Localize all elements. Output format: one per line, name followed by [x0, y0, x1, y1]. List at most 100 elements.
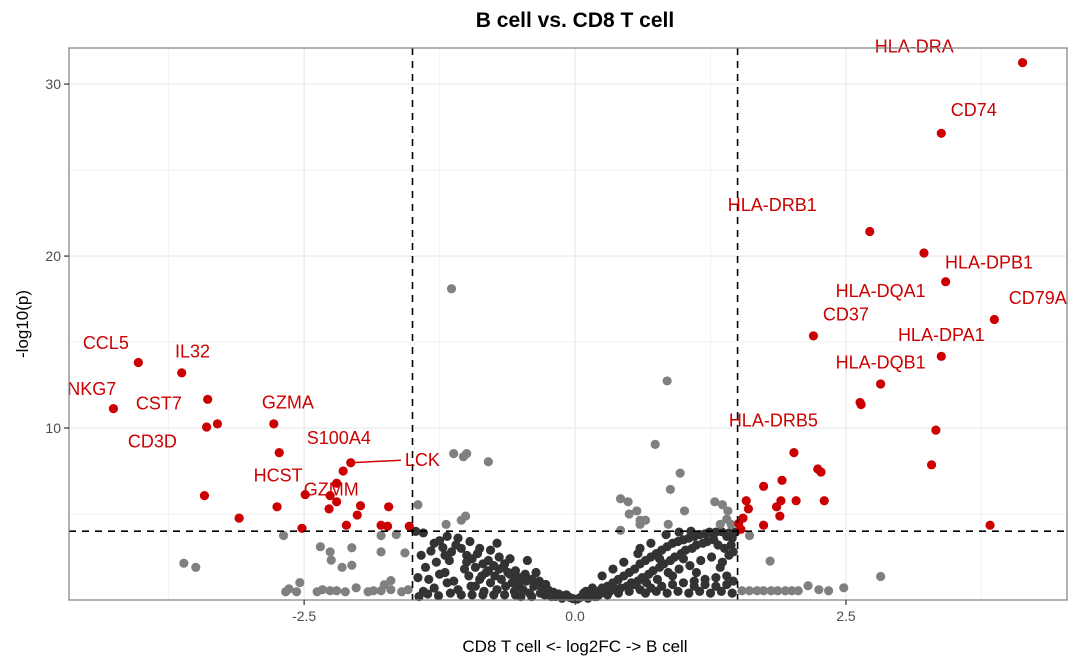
data-point-hla-drb5 [855, 397, 865, 408]
data-point-s100a4 [274, 448, 284, 458]
data-point-ns [440, 550, 450, 560]
data-point-p-only [449, 449, 459, 459]
gene-label-lck: LCK [405, 450, 440, 470]
panel-border [68, 47, 1068, 601]
data-point-ns [431, 557, 441, 567]
data-point-ns [470, 581, 480, 591]
data-point-ns [654, 554, 665, 564]
gene-label-hla-drb5: HLA-DRB5 [729, 410, 818, 430]
data-point-p-only [623, 497, 633, 507]
data-point-hla-dqb1 [876, 379, 886, 389]
data-point-p-only [460, 511, 471, 521]
data-point-p-only [726, 519, 736, 529]
data-point-ns [462, 557, 472, 567]
data-point-p-only [368, 586, 379, 596]
data-point-ns [686, 526, 696, 536]
data-point-p-only [325, 547, 335, 557]
data-point-p-only [662, 376, 672, 386]
data-point-ns [485, 578, 496, 588]
data-point-ns [678, 578, 689, 588]
gene-label-hla-dqb1: HLA-DQB1 [836, 353, 926, 373]
gene-label-cd3d: CD3D [128, 432, 177, 452]
data-point-p-only [340, 587, 350, 597]
data-point-ns [541, 579, 551, 590]
data-point-ns [414, 591, 424, 602]
data-point-p-only [814, 585, 824, 595]
data-point-p-only [347, 543, 357, 553]
data-point-p-only [876, 571, 886, 582]
data-point-ns [465, 536, 475, 547]
data-point-p-only [386, 575, 396, 586]
data-point-cd3d [202, 422, 212, 432]
data-point-p-only [765, 556, 775, 566]
data-point-p-only [337, 562, 347, 572]
data-point-ns [726, 540, 736, 550]
data-point-ns [651, 586, 661, 597]
data-point-hla-drb1 [865, 226, 875, 237]
gene-label-cd79a: CD79A [1009, 288, 1067, 308]
data-point-cd79a [989, 314, 999, 325]
gene-label-gzmm: GZMM [304, 479, 359, 499]
data-point-p-only [191, 562, 201, 572]
data-point-p-only [351, 583, 361, 593]
data-point-ns [592, 591, 602, 602]
data-point-ns [470, 562, 480, 572]
data-point-p-only [744, 586, 755, 596]
data-point-p-only [386, 585, 396, 595]
data-point-ns [689, 581, 699, 591]
data-point-p-only [715, 519, 725, 529]
gene-label-gzma: GZMA [262, 392, 314, 412]
data-point-ns [433, 591, 444, 601]
data-point-ns [673, 586, 683, 597]
data-point-ns [424, 574, 434, 584]
data-point-p-only [400, 548, 410, 558]
data-point-p-only [717, 500, 728, 510]
data-point-ns [696, 555, 706, 566]
y-tick-label: 20 [45, 248, 61, 264]
data-point-p-only [446, 284, 457, 294]
data-point-significant [816, 467, 826, 477]
data-point-ns [652, 574, 662, 584]
data-point-ns [456, 590, 466, 600]
data-point-p-only [650, 439, 660, 449]
data-point-significant [777, 475, 787, 485]
data-point-ns [705, 588, 716, 598]
gene-label-hla-dqa1: HLA-DQA1 [836, 281, 926, 301]
data-point-significant [199, 491, 210, 501]
data-point-significant [926, 460, 937, 470]
data-point-ns [579, 588, 589, 598]
data-point-ns [475, 543, 485, 554]
label-segment [350, 459, 401, 464]
data-point-ns [608, 564, 618, 574]
gene-labels: HLA-DRA CD74 HLA-DRB1 HLA-DPB1 HLA-DQA1 CD79A… [67, 36, 1067, 499]
data-point-significant [382, 521, 393, 531]
data-point-p-only [291, 587, 302, 597]
data-point-ns [674, 527, 684, 537]
data-point-significant [741, 496, 751, 506]
data-point-cd74 [936, 128, 946, 138]
data-point-ns [434, 536, 445, 546]
data-point-p-only [632, 506, 642, 516]
data-point-p-only [317, 585, 328, 595]
data-point-ns [640, 588, 651, 598]
data-point-p-only [839, 583, 849, 593]
data-point-ns [498, 562, 509, 572]
x-tick-label: -2.5 [292, 608, 316, 624]
data-point-significant [332, 497, 342, 507]
data-point-significant [758, 481, 769, 491]
data-point-ns [597, 571, 607, 581]
data-point-ns [510, 566, 521, 576]
gene-label-il32: IL32 [175, 341, 210, 361]
data-point-p-only [332, 586, 342, 596]
y-tick-label: 30 [45, 76, 61, 92]
data-point-p-only [793, 586, 803, 596]
data-point-p-only [391, 529, 401, 540]
data-point-ns [678, 554, 689, 564]
data-point-significant [325, 491, 335, 501]
data-point-ns [624, 586, 634, 597]
data-point-ns [522, 555, 532, 566]
data-point-significant [300, 489, 310, 500]
data-point-ns [641, 578, 652, 588]
data-point-ns [706, 552, 717, 562]
